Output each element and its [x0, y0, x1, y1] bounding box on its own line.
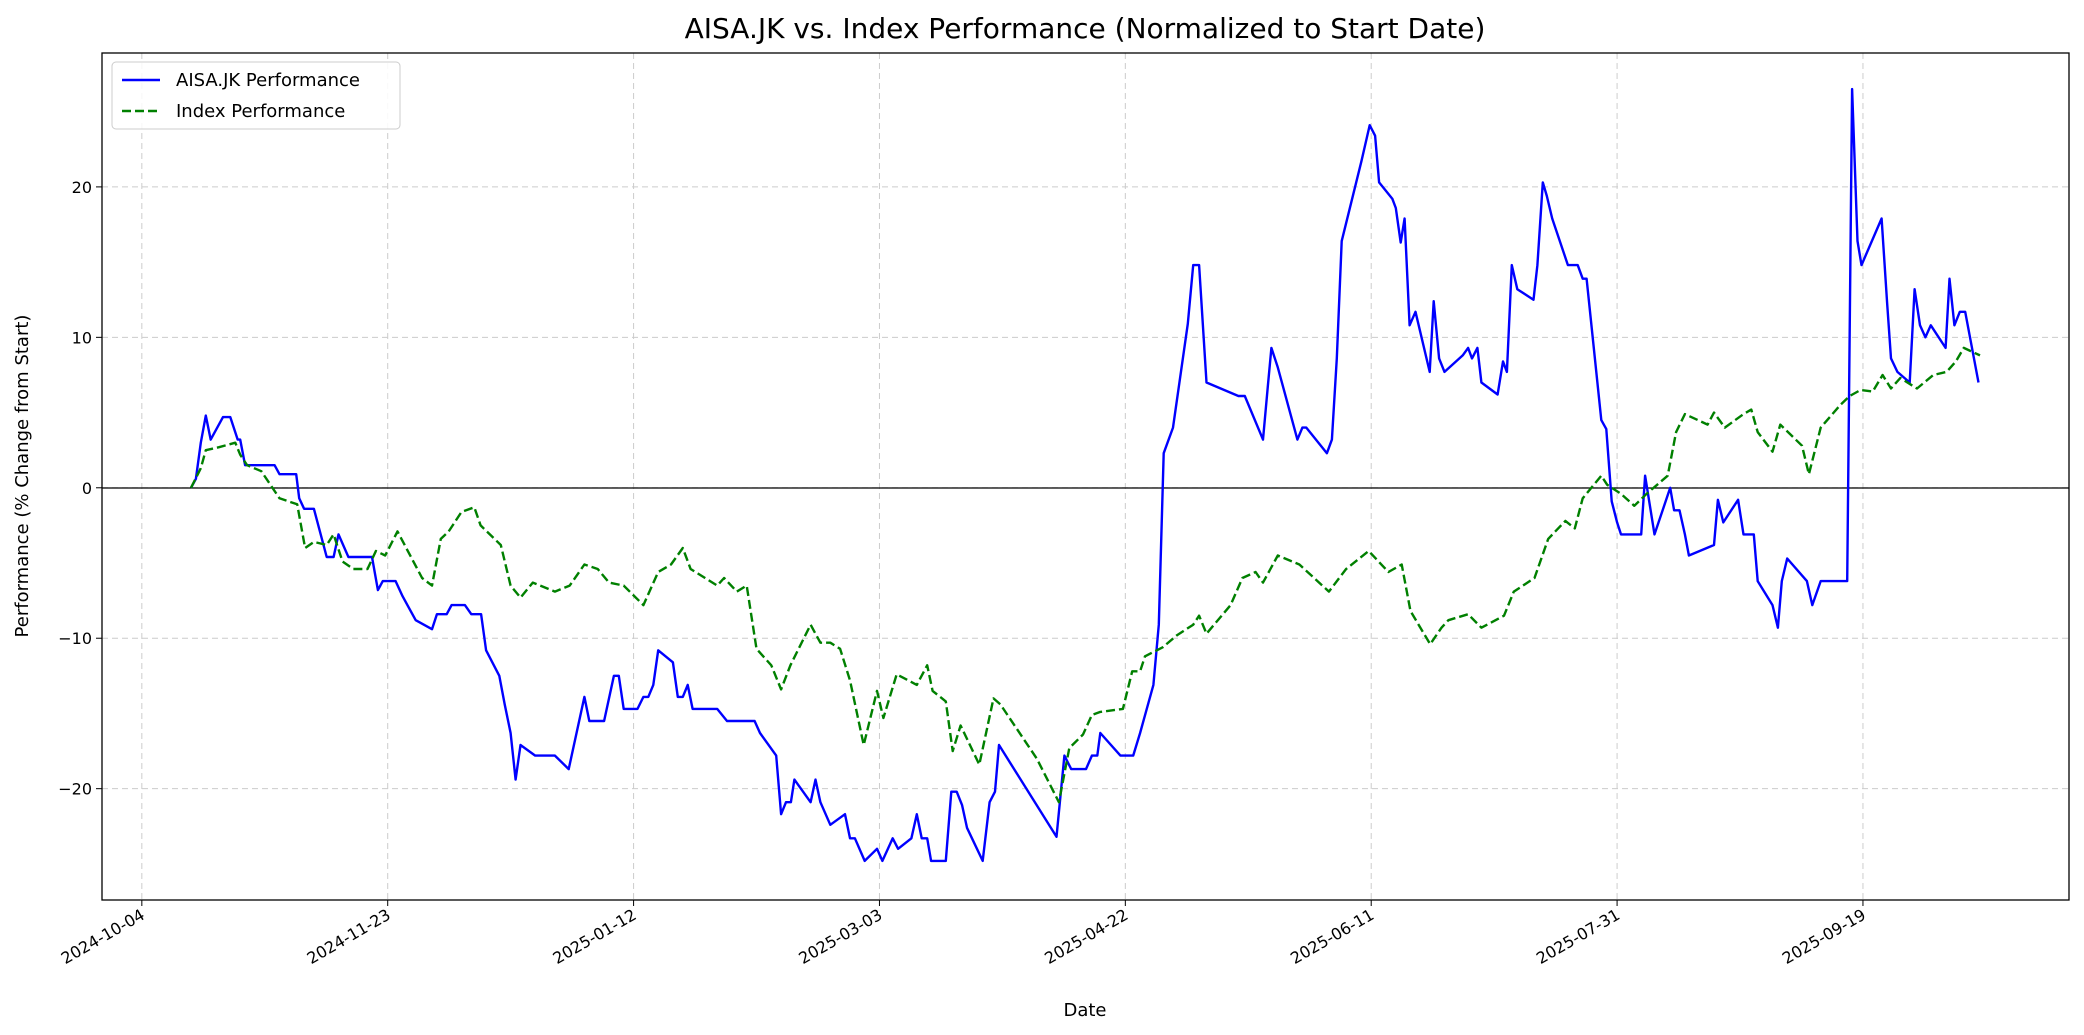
aisa-performance-line [189, 87, 1980, 863]
legend-label-aisa: AISA.JK Performance [176, 70, 360, 91]
legend-box [111, 61, 401, 130]
x-axis-label: Date [1063, 1000, 1106, 1021]
series-lines [189, 87, 1981, 863]
y-tick-label: 0 [82, 479, 92, 498]
y-tick-label: 20 [72, 178, 92, 197]
y-tick-label: 10 [72, 328, 92, 347]
x-tick-label: 2025-07-31 [1533, 905, 1623, 968]
x-tick-label: 2024-10-04 [58, 905, 148, 968]
legend-label-index: Index Performance [176, 101, 345, 122]
x-tick-label: 2025-09-19 [1779, 905, 1869, 968]
legend: AISA.JK Performance Index Performance [111, 61, 401, 130]
chart-title: AISA.JK vs. Index Performance (Normalize… [685, 12, 1486, 45]
y-tick-label: −20 [58, 780, 92, 799]
x-tick-label: 2025-06-11 [1287, 905, 1377, 968]
x-tick-label: 2024-11-23 [304, 905, 394, 968]
x-axis-ticks: 2024-10-04 2024-11-23 2025-01-12 2025-03-03… [58, 900, 1869, 968]
y-tick-label: −10 [58, 629, 92, 648]
x-tick-label: 2025-03-03 [795, 905, 885, 968]
plot-frame [101, 52, 2070, 901]
grid-lines [102, 53, 2069, 900]
y-axis-label: Performance (% Change from Start) [12, 315, 33, 638]
x-tick-label: 2025-01-12 [550, 905, 640, 968]
index-performance-line [189, 346, 1981, 804]
x-tick-label: 2025-04-22 [1041, 905, 1131, 968]
y-axis-ticks: 20 10 0 −10 −20 [58, 178, 102, 799]
